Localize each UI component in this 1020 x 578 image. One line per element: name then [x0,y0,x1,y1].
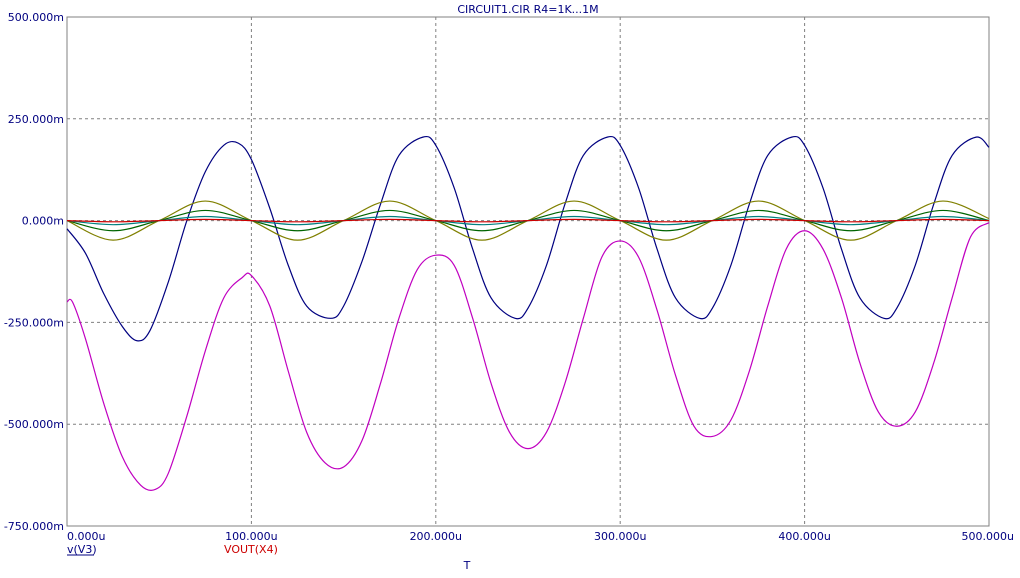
plot-frame [66,16,990,527]
x-axis-title: T [463,559,471,572]
x-tick-label: 400.000u [778,530,830,543]
x-tick-label: 100.000u [225,530,277,543]
x-tick-label: 500.000u [962,530,1014,543]
legend-v-v3: v(V3) [67,543,97,556]
series-line-0 [66,135,990,342]
plot-grid [67,17,989,526]
legend-vout-x4: VOUT(X4) [224,543,278,556]
y-tick-label: 0.000m [22,215,64,228]
series-line-5 [66,218,990,223]
x-tick-label: 300.000u [594,530,646,543]
chart-title: CIRCUIT1.CIR R4=1K...1M [457,3,598,16]
x-tick-label: 200.000u [410,530,462,543]
series-group [66,135,990,491]
series-line-1 [66,222,990,491]
x-tick-label: 0.000u [67,530,105,543]
y-tick-label: -500.000m [4,418,64,431]
y-axis-labels: 500.000m 250.000m 0.000m -250.000m -500.000m… [4,11,64,533]
y-tick-label: -750.000m [4,520,64,533]
y-tick-label: 250.000m [8,113,64,126]
y-tick-label: 500.000m [8,11,64,24]
x-axis-labels: 0.000u 100.000u 200.000u 300.000u 400.000u 50… [67,530,1014,543]
y-tick-label: -250.000m [4,316,64,329]
